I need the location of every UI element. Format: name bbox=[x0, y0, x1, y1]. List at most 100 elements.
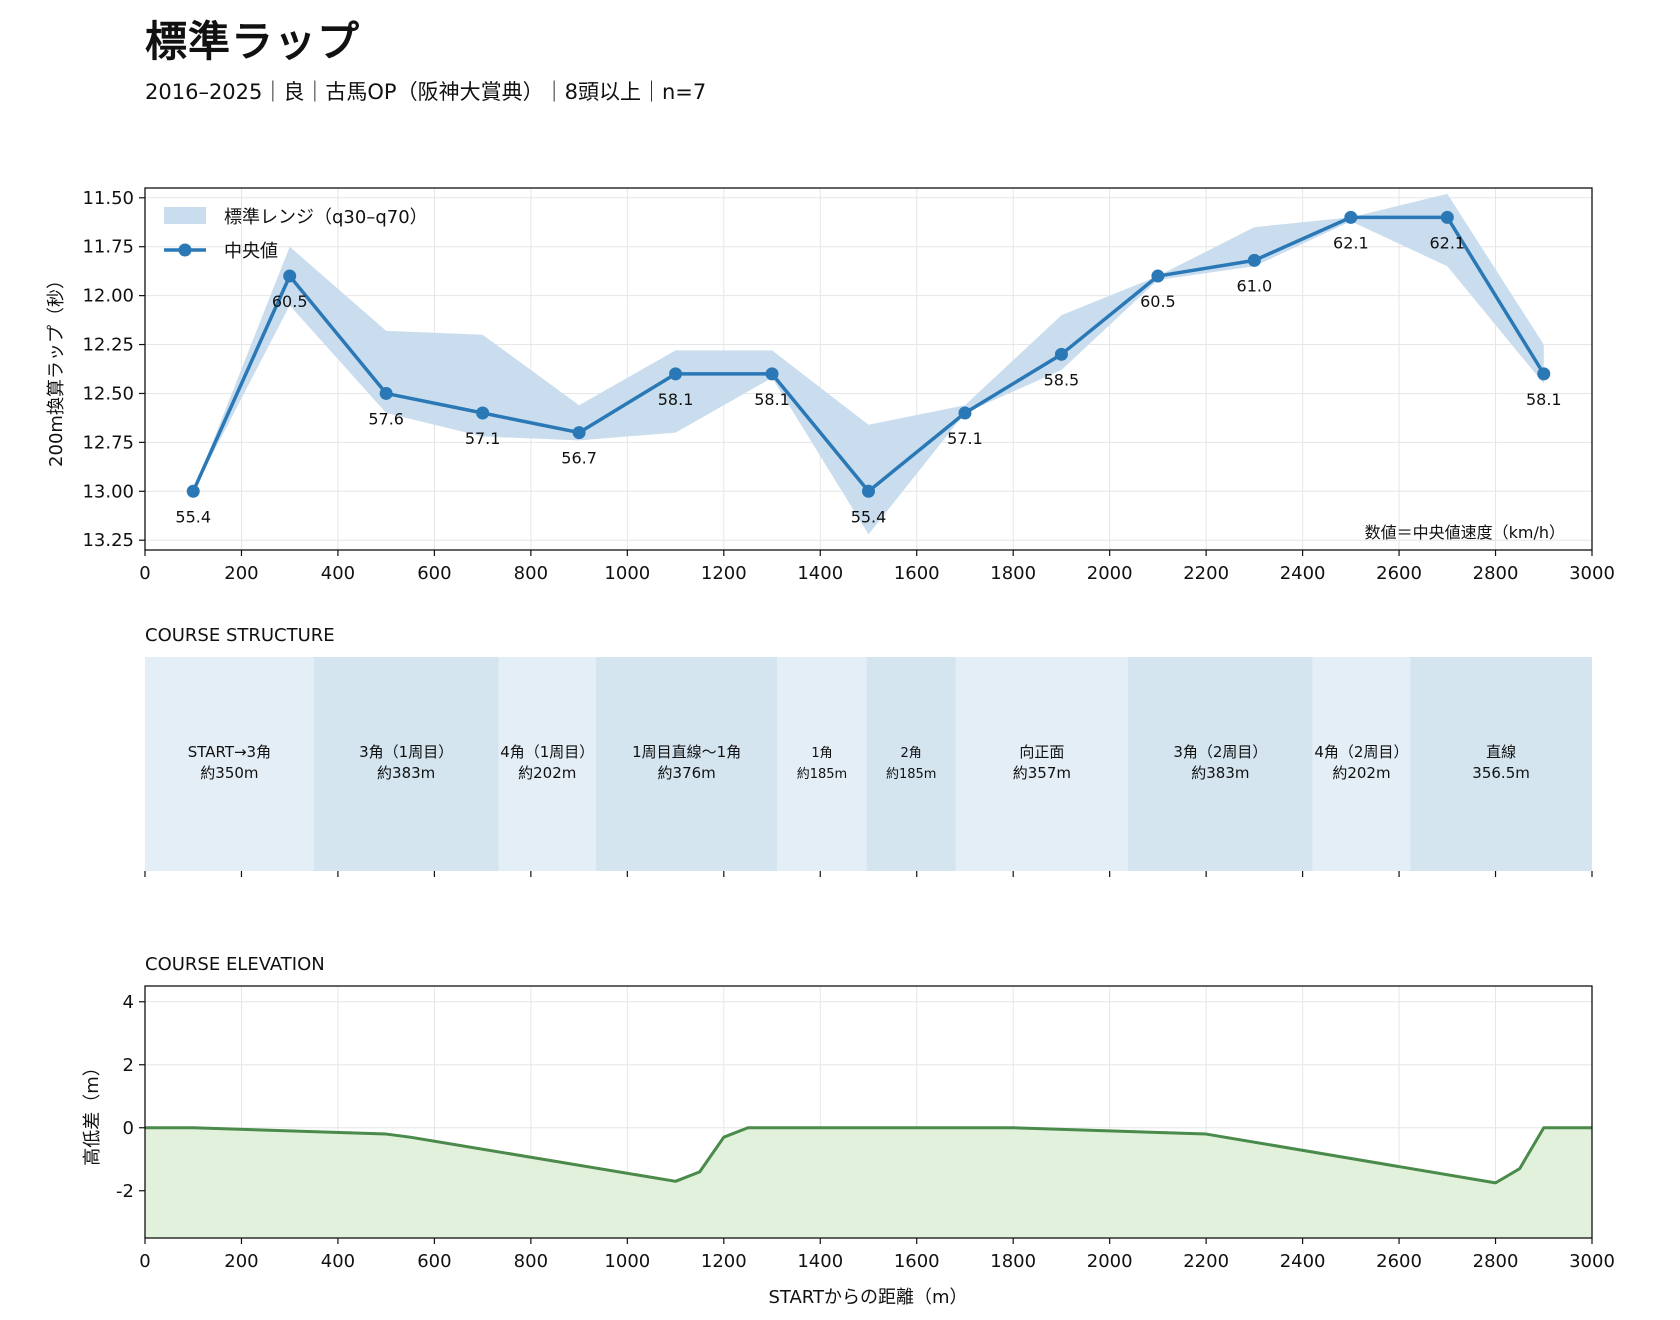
elevation-x-tick-label: 2400 bbox=[1280, 1251, 1326, 1272]
course-segment bbox=[595, 657, 778, 871]
elevation-line bbox=[145, 1126, 1592, 1185]
lap-speed-label: 58.1 bbox=[1526, 390, 1562, 409]
lap-median-point bbox=[572, 426, 586, 440]
legend-median-label: 中央値 bbox=[224, 241, 278, 262]
lap-y-tick-label: 12.50 bbox=[82, 383, 134, 404]
elevation-y-tick-label: 2 bbox=[123, 1055, 134, 1076]
course-segment-name: 直線 bbox=[1486, 743, 1516, 761]
course-segment bbox=[777, 657, 867, 871]
lap-median-point bbox=[1247, 253, 1261, 267]
lap-median-point bbox=[1151, 269, 1165, 283]
lap-speed-label: 57.6 bbox=[368, 409, 404, 428]
elevation-x-tick-label: 2600 bbox=[1376, 1251, 1422, 1272]
lap-median-point bbox=[283, 269, 297, 283]
elevation-x-axis-label: STARTからの距離（m） bbox=[768, 1287, 967, 1308]
course-segment bbox=[955, 657, 1128, 871]
elevation-title: COURSE ELEVATION bbox=[145, 954, 325, 975]
course-segment bbox=[145, 657, 314, 871]
course-segment-name: 向正面 bbox=[1019, 743, 1064, 761]
course-segment-length: 約202m bbox=[1332, 764, 1390, 782]
lap-band-layer bbox=[193, 193, 1544, 535]
lap-median-point bbox=[379, 386, 393, 400]
legend-band-swatch bbox=[164, 207, 206, 224]
course-segment-length: 約357m bbox=[1013, 764, 1071, 782]
lap-x-tick-label: 800 bbox=[514, 563, 548, 584]
lap-speed-label: 62.1 bbox=[1429, 233, 1465, 252]
course-segment-name: 3角（1周目） bbox=[359, 743, 453, 761]
course-structure-ticks bbox=[144, 871, 1593, 877]
lap-x-tick-label: 1200 bbox=[701, 563, 747, 584]
elevation-x-tick-label: 800 bbox=[514, 1251, 548, 1272]
lap-x-tick-label: 1800 bbox=[990, 563, 1036, 584]
lap-x-tick-label: 2800 bbox=[1473, 563, 1519, 584]
lap-x-tick-label: 3000 bbox=[1569, 563, 1615, 584]
lap-speed-label: 56.7 bbox=[561, 449, 597, 468]
lap-y-axis: 11.50 11.75 12.00 12.25 12.50 12.75 13.00 13.25 bbox=[82, 188, 145, 551]
lap-x-tick-label: 2200 bbox=[1183, 563, 1229, 584]
elevation-x-tick-label: 2200 bbox=[1183, 1251, 1229, 1272]
elevation-x-tick-label: 1600 bbox=[894, 1251, 940, 1272]
elevation-y-axis: 4 2 0 -2 bbox=[116, 992, 145, 1202]
course-structure-title: COURSE STRUCTURE bbox=[145, 625, 335, 646]
lap-median-point bbox=[1344, 210, 1358, 224]
elevation-x-tick-label: 2000 bbox=[1087, 1251, 1133, 1272]
page-title: 標準ラップ bbox=[145, 17, 361, 66]
lap-speed-label: 55.4 bbox=[851, 507, 887, 526]
course-segment bbox=[866, 657, 956, 871]
elevation-y-axis-label: 高低差（m） bbox=[82, 1058, 103, 1166]
course-segment-name: 4角（1周目） bbox=[500, 743, 594, 761]
elevation-x-tick-label: 600 bbox=[417, 1251, 451, 1272]
lap-speed-label: 58.1 bbox=[658, 390, 694, 409]
lap-median-point bbox=[186, 484, 200, 498]
lap-y-axis-label: 200m換算ラップ（秒） bbox=[46, 271, 67, 467]
elevation-x-tick-label: 2800 bbox=[1473, 1251, 1519, 1272]
lap-y-tick-label: 12.00 bbox=[82, 286, 134, 307]
course-segment bbox=[1410, 657, 1592, 871]
lap-labels-layer: 55.4 60.5 57.6 57.1 56.7 58.1 58.1 55.4 57.1 58.5… bbox=[175, 233, 1561, 526]
lap-x-tick-label: 1000 bbox=[604, 563, 650, 584]
lap-x-tick-label: 200 bbox=[224, 563, 258, 584]
course-segment-length: 約383m bbox=[377, 764, 435, 782]
lap-y-tick-label: 13.00 bbox=[82, 481, 134, 502]
course-segment-name: START→3角 bbox=[188, 743, 271, 761]
lap-points-layer bbox=[186, 210, 1551, 498]
course-segment-length: 356.5m bbox=[1472, 764, 1530, 782]
course-segment-length: 約202m bbox=[518, 764, 576, 782]
elevation-y-tick-label: 4 bbox=[123, 992, 134, 1013]
elevation-y-tick-label: -2 bbox=[116, 1181, 134, 1202]
elevation-x-tick-label: 1800 bbox=[990, 1251, 1036, 1272]
lap-median-point bbox=[1054, 347, 1068, 361]
lap-annotation: 数値＝中央値速度（km/h） bbox=[1365, 523, 1565, 542]
course-segment-length: 約185m bbox=[886, 767, 936, 782]
course-segment-name: 3角（2周目） bbox=[1173, 743, 1267, 761]
lap-median-point bbox=[1537, 367, 1551, 381]
elevation-x-tick-label: 1000 bbox=[604, 1251, 650, 1272]
lap-speed-label: 57.1 bbox=[465, 429, 501, 448]
lap-median-point bbox=[669, 367, 683, 381]
lap-speed-label: 58.5 bbox=[1044, 370, 1080, 389]
lap-x-tick-label: 1600 bbox=[894, 563, 940, 584]
lap-y-tick-label: 11.75 bbox=[82, 237, 134, 258]
course-segment-length: 約350m bbox=[200, 764, 258, 782]
elevation-area bbox=[145, 1127, 1592, 1238]
course-segment bbox=[498, 657, 596, 871]
lap-median-point bbox=[958, 406, 972, 420]
lap-speed-label: 61.0 bbox=[1237, 276, 1273, 295]
course-segment bbox=[1127, 657, 1313, 871]
lap-x-tick-label: 2400 bbox=[1280, 563, 1326, 584]
elevation-x-tick-label: 3000 bbox=[1569, 1251, 1615, 1272]
lap-legend: 標準レンジ（q30–q70） 中央値 bbox=[164, 207, 428, 262]
lap-median-point bbox=[1440, 210, 1454, 224]
elevation-y-tick-label: 0 bbox=[123, 1118, 134, 1139]
lap-y-tick-label: 12.75 bbox=[82, 432, 134, 453]
elevation-plot-frame bbox=[144, 985, 1593, 1239]
lap-y-tick-label: 13.25 bbox=[82, 530, 134, 551]
lap-speed-label: 60.5 bbox=[272, 292, 308, 311]
lap-x-tick-label: 2600 bbox=[1376, 563, 1422, 584]
legend-median-marker bbox=[178, 243, 192, 257]
lap-median-point bbox=[765, 367, 779, 381]
lap-y-tick-label: 11.50 bbox=[82, 188, 134, 209]
lap-median-point bbox=[862, 484, 875, 498]
